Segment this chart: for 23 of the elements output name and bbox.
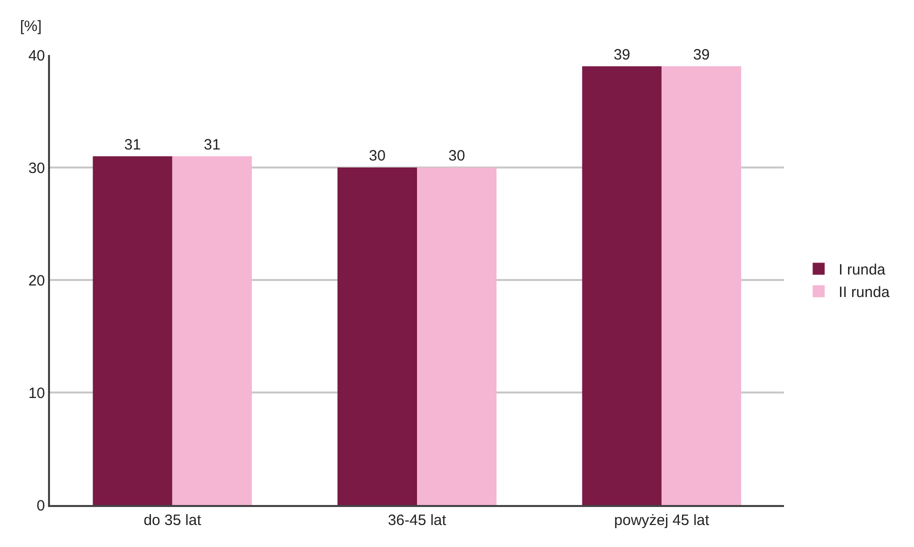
bar — [417, 168, 497, 505]
bar — [662, 66, 742, 505]
y-tick-label: 0 — [36, 497, 45, 514]
y-tick-label: 20 — [28, 272, 45, 290]
x-tick-label: do 35 lat — [144, 512, 202, 529]
x-tick-label: powyżej 45 lat — [614, 512, 710, 529]
x-tick-label: 36-45 lat — [388, 512, 448, 529]
y-tick-label: 10 — [28, 384, 45, 402]
legend-label: II runda — [838, 284, 890, 302]
data-label: 31 — [124, 136, 141, 154]
data-label: 39 — [614, 46, 630, 64]
y-axis-title: [%] — [20, 18, 42, 35]
bar — [337, 168, 417, 505]
data-label: 30 — [368, 148, 386, 164]
bar — [172, 156, 252, 505]
y-tick-label: 40 — [28, 47, 45, 64]
legend-label: I runda — [838, 262, 886, 279]
bar — [92, 156, 172, 505]
data-label: 30 — [448, 148, 466, 164]
data-label: 31 — [204, 136, 220, 154]
data-label: 39 — [693, 46, 710, 64]
y-tick-label: 30 — [28, 160, 45, 177]
bar — [582, 66, 662, 505]
